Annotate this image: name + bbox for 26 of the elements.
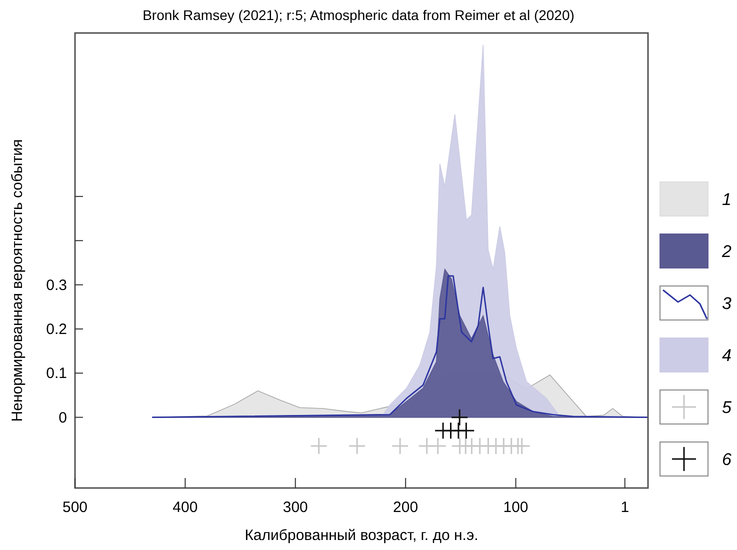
y-tick-label: 0.1 [46, 365, 67, 382]
y-tick-label: 0.3 [46, 276, 67, 294]
legend-label: 6 [722, 450, 732, 469]
x-tick-label: 200 [393, 499, 418, 516]
x-tick-label: 300 [282, 499, 308, 516]
point [348, 437, 366, 455]
x-tick-label: 400 [172, 499, 198, 516]
x-tick-label: 100 [503, 499, 528, 516]
point [450, 408, 468, 426]
point [310, 437, 328, 455]
x-tick-label: 1 [620, 499, 630, 516]
point [513, 437, 531, 455]
legend-label: 4 [722, 346, 732, 365]
x-axis-title: Калиброванный возраст, г. до н.э. [244, 527, 478, 544]
point [457, 422, 475, 440]
legend-label: 1 [722, 190, 732, 209]
point [391, 437, 409, 455]
y-tick-label: 0.2 [46, 320, 67, 338]
x-tick-label: 500 [62, 499, 88, 516]
chart-title: Bronk Ramsey (2021); r:5; Atmospheric data from Reimer et al (2020) [142, 7, 574, 23]
point [429, 437, 447, 455]
legend-label: 3 [722, 294, 732, 313]
legend-label: 5 [722, 398, 732, 417]
y-tick-label: 0 [58, 409, 67, 426]
y-axis-title: Ненормированная вероятность события [9, 139, 26, 422]
legend-label: 2 [721, 242, 732, 261]
